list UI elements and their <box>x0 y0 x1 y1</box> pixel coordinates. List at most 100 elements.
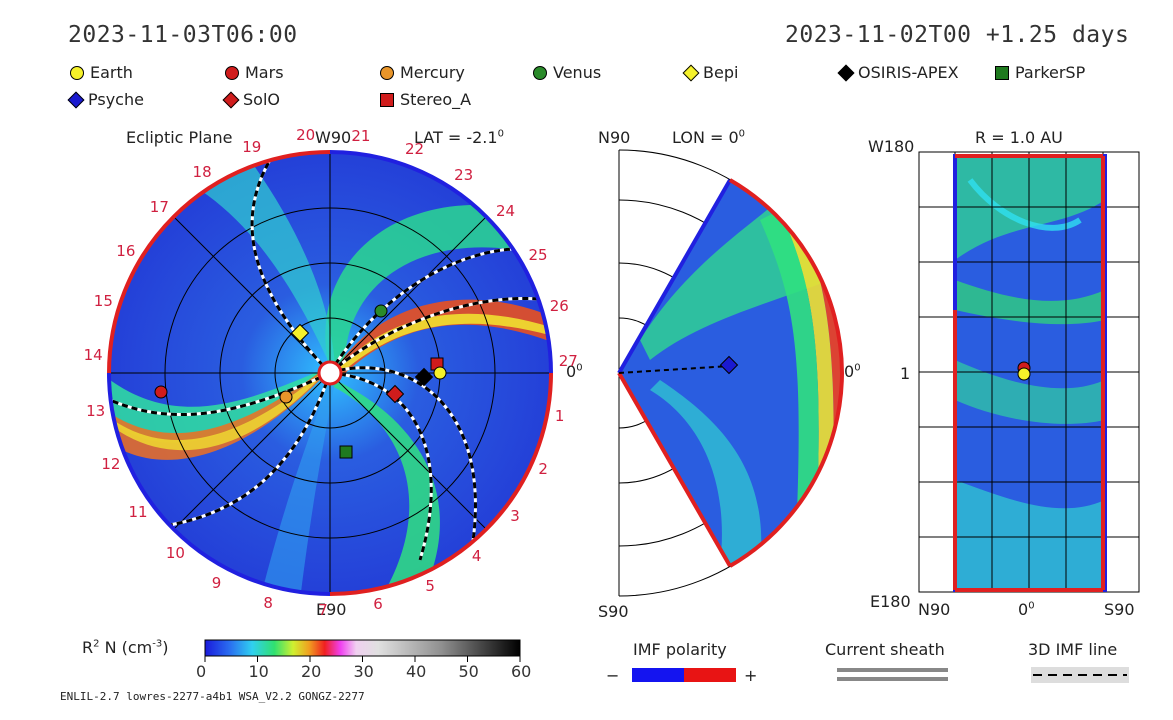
hour-label: 4 <box>471 547 482 566</box>
model-info: ENLIL-2.7 lowres-2277-a4b1 WSA_V2.2 GONG… <box>60 690 365 703</box>
hour-label: 10 <box>165 543 185 562</box>
hour-label: 7 <box>318 600 328 619</box>
hour-label: 18 <box>192 162 212 181</box>
legend-item-parkersp: ParkerSP <box>995 63 1085 82</box>
colorbar-label: R2 N (cm-3) <box>82 638 169 657</box>
legend-item-mercury: Mercury <box>380 63 465 82</box>
imf-line-title: 3D IMF line <box>1028 640 1118 659</box>
hour-label: 27 <box>558 351 578 370</box>
legend-marker-circle-icon <box>70 65 84 80</box>
meridional-s90-label: S90 <box>598 602 629 621</box>
radial-map-plot <box>918 151 1140 593</box>
sun-icon <box>317 360 343 386</box>
legend-label: Mars <box>245 63 284 82</box>
mercury-marker <box>279 390 293 404</box>
radial-title: R = 1.0 AU <box>975 128 1063 147</box>
colorbar-tick-label: 60 <box>511 662 532 681</box>
legend-marker-square-icon <box>380 92 394 107</box>
ecliptic-lat-label: LAT = -2.10 <box>414 128 504 147</box>
legend-label: Stereo_A <box>400 90 472 109</box>
radial-s90-label: S90 <box>1104 600 1135 619</box>
density-colorbar <box>204 639 521 657</box>
legend-marker-circle-icon <box>225 65 239 80</box>
imf-plus-label: + <box>744 666 758 685</box>
legend-label: Mercury <box>400 63 465 82</box>
legend-item-venus: Venus <box>533 63 601 82</box>
hour-label: 21 <box>351 126 371 145</box>
earth-marker <box>433 366 447 380</box>
ecliptic-title: Ecliptic Plane <box>126 128 233 147</box>
radial-w180-label: W180 <box>868 137 915 156</box>
legend-item-osiris-apex: OSIRIS-APEX <box>837 63 959 82</box>
hour-label: 17 <box>149 197 169 216</box>
imf-minus-label: − <box>606 666 620 685</box>
hour-label: 20 <box>296 126 316 145</box>
legend-item-bepi: Bepi <box>682 63 739 82</box>
meridional-0deg-label: 00 <box>844 362 861 381</box>
hour-label: 3 <box>510 507 520 526</box>
hour-label: 24 <box>496 201 516 220</box>
radial-e180-label: E180 <box>870 592 911 611</box>
parkersp-marker <box>339 445 353 459</box>
run-time: 2023-11-02T00 +1.25 days <box>785 22 1130 48</box>
hour-label: 22 <box>404 140 425 159</box>
bepi-marker <box>290 323 310 343</box>
ecliptic-plane-plot <box>107 150 553 596</box>
hour-label: 5 <box>425 576 435 595</box>
meridional-lon-label: LON = 00 <box>672 128 746 147</box>
legend-label: ParkerSP <box>1015 63 1086 82</box>
hour-label: 15 <box>93 292 113 311</box>
legend-marker-circle-icon <box>380 65 394 80</box>
hour-label: 12 <box>101 454 121 473</box>
legend-label: Psyche <box>88 90 144 109</box>
meridional-plane-plot <box>617 149 844 597</box>
radial-1-label: 1 <box>900 364 911 383</box>
colorbar-tick-label: 40 <box>406 662 427 681</box>
legend-item-stereo-a: Stereo_A <box>380 90 471 109</box>
hour-label: 25 <box>528 246 548 265</box>
psyche-marker-meridional <box>719 355 739 375</box>
legend-label: Venus <box>553 63 602 82</box>
imf-polarity-title: IMF polarity <box>633 640 727 659</box>
earth-marker-radial <box>1017 367 1031 381</box>
colorbar-tick-label: 20 <box>301 662 322 681</box>
osiris-apex-marker <box>414 367 434 387</box>
radial-0deg-label: 00 <box>1018 600 1035 619</box>
hour-label: 11 <box>128 502 148 521</box>
mars-marker <box>154 385 168 399</box>
colorbar-tick-label: 0 <box>196 662 207 681</box>
legend-item-earth: Earth <box>70 63 133 82</box>
legend-marker-square-icon <box>995 65 1009 80</box>
hour-label: 19 <box>242 138 262 157</box>
ecliptic-0deg-label: 00 <box>566 362 583 381</box>
ecliptic-w90-label: W90 <box>315 128 352 147</box>
hour-label: 1 <box>554 407 565 426</box>
venus-marker <box>374 304 388 318</box>
hour-label: 2 <box>538 459 548 478</box>
legend-item-solo: SolO <box>222 90 280 109</box>
hour-label: 6 <box>373 595 383 614</box>
legend-label: Bepi <box>703 63 739 82</box>
legend-item-mars: Mars <box>225 63 284 82</box>
legend-label: Earth <box>90 63 133 82</box>
colorbar-tick-label: 50 <box>458 662 479 681</box>
hour-label: 16 <box>116 241 136 260</box>
colorbar-tick-label: 30 <box>353 662 374 681</box>
meridional-n90-label: N90 <box>598 128 631 147</box>
radial-n90-label: N90 <box>918 600 951 619</box>
legend-item-psyche: Psyche <box>67 90 144 109</box>
ecliptic-e90-label: E90 <box>316 600 347 619</box>
hour-label: 23 <box>454 165 474 184</box>
legend-marker-circle-icon <box>533 65 547 80</box>
hour-label: 14 <box>83 346 103 365</box>
hour-label: 9 <box>211 574 222 593</box>
legend-label: OSIRIS-APEX <box>858 63 959 82</box>
current-time: 2023-11-03T06:00 <box>68 22 298 48</box>
imf-negative-swatch <box>632 668 684 682</box>
solo-marker <box>385 384 405 404</box>
hour-label: 26 <box>549 297 569 316</box>
imf-positive-swatch <box>684 668 736 682</box>
colorbar-tick-label: 10 <box>248 662 269 681</box>
current-sheath-title: Current sheath <box>825 640 945 659</box>
